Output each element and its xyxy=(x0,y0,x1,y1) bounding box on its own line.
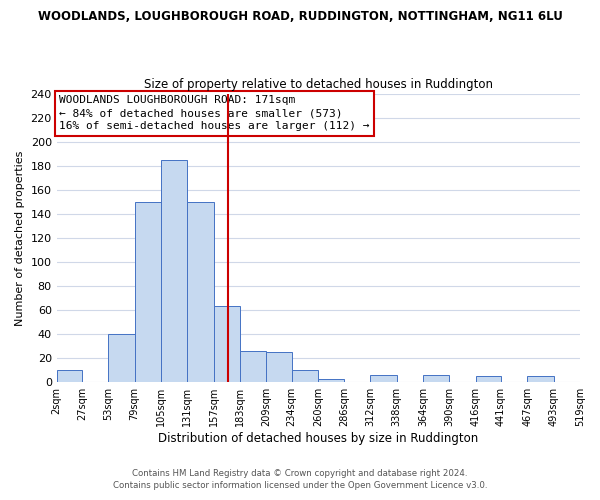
Bar xyxy=(240,351,266,382)
Bar xyxy=(292,370,318,382)
Text: Contains HM Land Registry data © Crown copyright and database right 2024.
Contai: Contains HM Land Registry data © Crown c… xyxy=(113,468,487,490)
Text: WOODLANDS, LOUGHBOROUGH ROAD, RUDDINGTON, NOTTINGHAM, NG11 6LU: WOODLANDS, LOUGHBOROUGH ROAD, RUDDINGTON… xyxy=(38,10,562,23)
Bar xyxy=(318,378,344,382)
Text: WOODLANDS LOUGHBOROUGH ROAD: 171sqm
← 84% of detached houses are smaller (573)
1: WOODLANDS LOUGHBOROUGH ROAD: 171sqm ← 84… xyxy=(59,95,370,132)
Bar xyxy=(476,376,501,382)
Bar xyxy=(214,306,240,382)
Bar xyxy=(56,370,82,382)
Bar xyxy=(161,160,187,382)
Bar xyxy=(370,375,397,382)
Bar xyxy=(266,352,292,382)
Bar xyxy=(108,334,134,382)
Bar xyxy=(187,202,214,382)
Title: Size of property relative to detached houses in Ruddington: Size of property relative to detached ho… xyxy=(144,78,493,91)
Bar xyxy=(527,376,554,382)
Bar xyxy=(134,202,161,382)
X-axis label: Distribution of detached houses by size in Ruddington: Distribution of detached houses by size … xyxy=(158,432,478,445)
Y-axis label: Number of detached properties: Number of detached properties xyxy=(15,150,25,326)
Bar xyxy=(423,375,449,382)
